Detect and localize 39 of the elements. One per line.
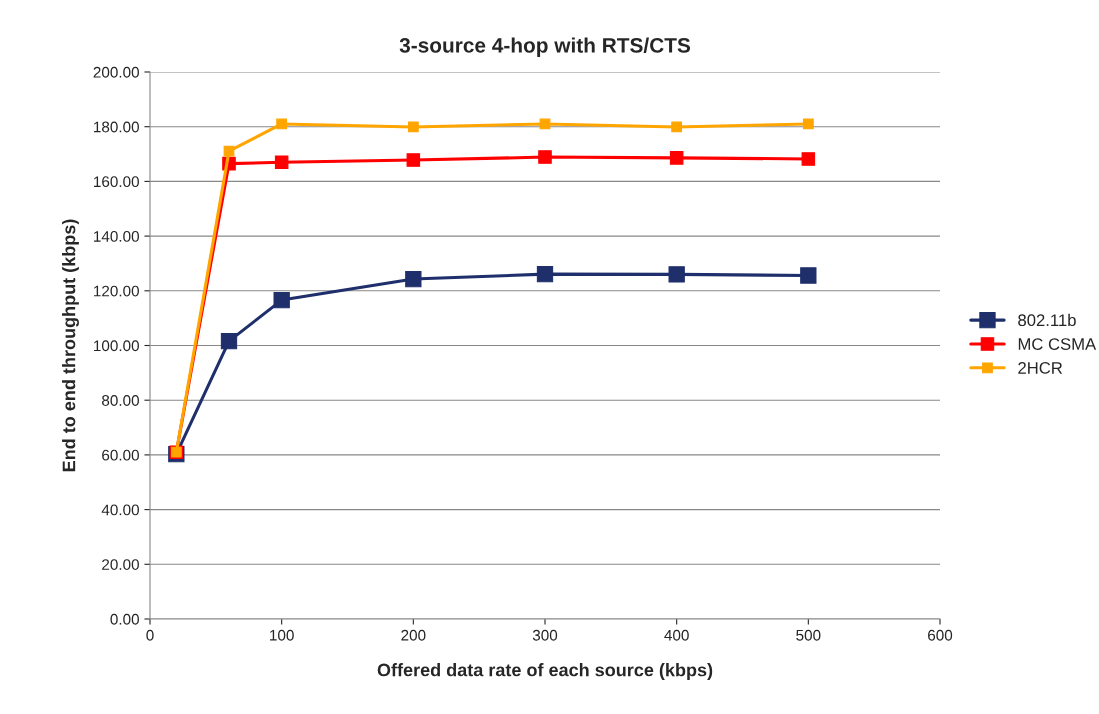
point	[273, 291, 290, 309]
y-tick-label: 100.00	[94, 340, 139, 352]
y-tick-label: 60.00	[102, 449, 139, 461]
y-tick-label: 120.00	[94, 285, 139, 297]
x-tick-label: 100	[270, 629, 294, 641]
point	[406, 153, 421, 167]
point	[274, 155, 289, 170]
point	[407, 121, 419, 133]
y-tick-label: 20.00	[102, 559, 139, 570]
y-tick-label: 140.00	[94, 230, 139, 242]
x-tick-label: 0	[146, 629, 154, 641]
x-tick-label: 500	[796, 629, 821, 641]
y-tick-label: 0.00	[110, 613, 139, 625]
point	[801, 152, 816, 166]
x-tick-label: 200	[401, 629, 426, 641]
chart-title: 3-source 4-hop with RTS/CTS	[399, 37, 691, 57]
point	[538, 150, 552, 164]
point	[669, 151, 684, 165]
x-tick-label: 300	[532, 629, 558, 641]
point	[276, 118, 288, 130]
point	[800, 267, 817, 284]
y-tick-label: 180.00	[94, 121, 139, 133]
x-axis-title: Offered data rate of each source (kbps)	[377, 663, 713, 680]
y-tick-label: 200.00	[93, 66, 139, 78]
y-tick-label: 160.00	[94, 176, 139, 188]
point	[220, 332, 238, 350]
y-tick-label: 40.00	[101, 504, 139, 516]
y-tick-label: 80.00	[102, 395, 139, 406]
point	[668, 266, 685, 283]
legend-label: MC CSMA	[1018, 338, 1097, 350]
y-axis-title: End to end throughput (kbps)	[62, 219, 79, 472]
point	[671, 121, 683, 133]
legend-label: 802.11b	[1018, 313, 1076, 327]
x-tick-label: 600	[928, 629, 953, 641]
legend-label: 2HCR	[1018, 362, 1063, 374]
x-tick-label: 400	[664, 629, 689, 641]
point	[536, 265, 554, 283]
point	[405, 270, 422, 288]
point	[802, 118, 814, 130]
